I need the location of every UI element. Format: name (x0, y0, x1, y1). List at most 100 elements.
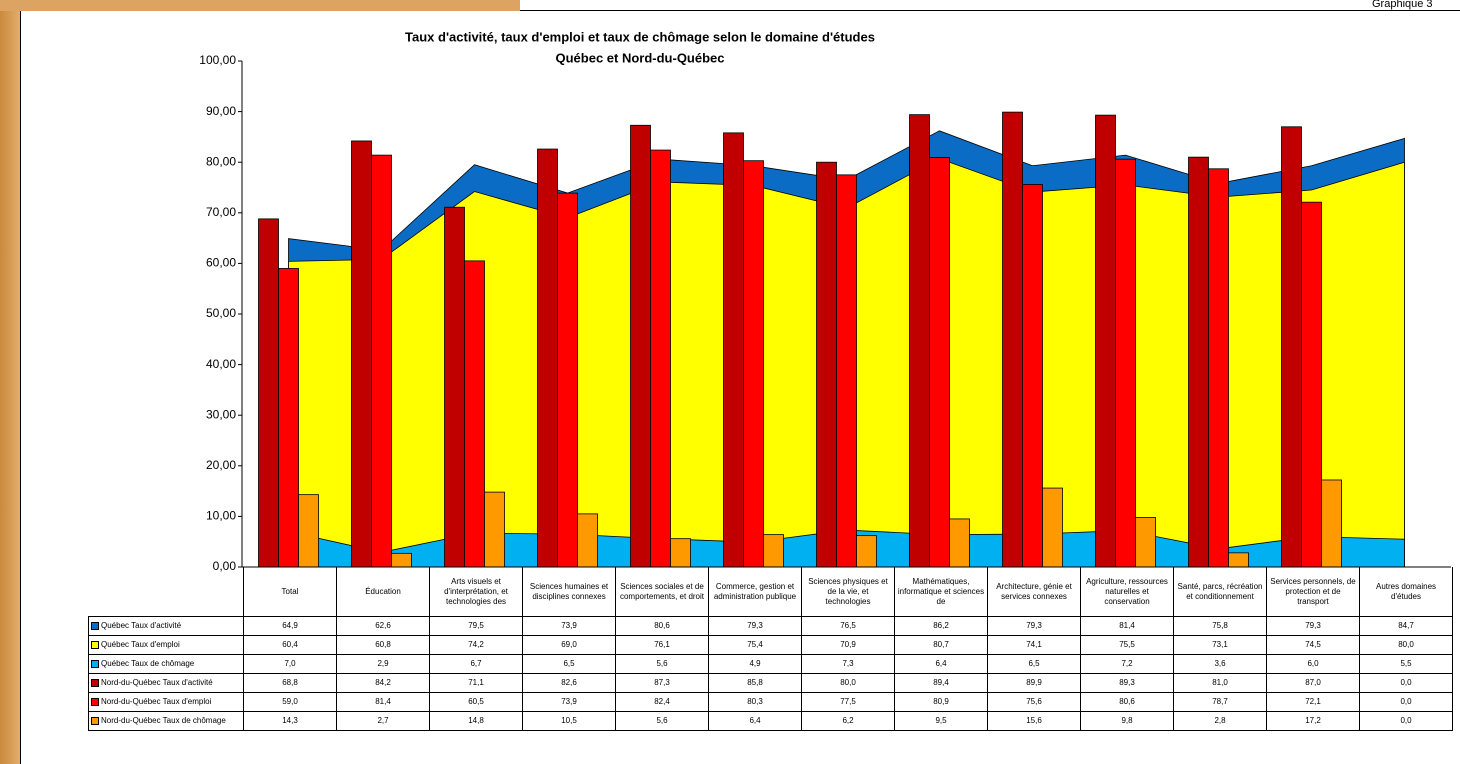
top-band (0, 0, 520, 11)
category-label: Éducation (336, 567, 430, 617)
legend-swatch (91, 621, 99, 630)
value-cell: 82,4 (615, 692, 709, 712)
bar (258, 218, 279, 568)
table-row: Nord-du-Québec Taux d'activité 68,8 84,2 71… (88, 673, 1453, 693)
value-cell: 14,8 (429, 711, 523, 731)
value-cell: 0,0 (1359, 711, 1453, 731)
legend-label: Québec Taux d'emploi (101, 640, 180, 649)
y-tick-label: 80,00 (206, 154, 236, 168)
bar (723, 132, 744, 568)
table-row: Nord-du-Québec Taux d'emploi 59,0 81,4 60,5… (88, 692, 1453, 712)
legend-label: Québec Taux de chômage (101, 659, 195, 668)
value-cell: 84,2 (336, 673, 430, 693)
value-cell: 5,5 (1359, 654, 1453, 674)
value-cell: 9,8 (1080, 711, 1174, 731)
bar (484, 491, 505, 568)
bar (1022, 184, 1043, 568)
value-cell: 75,4 (708, 635, 802, 655)
value-cell: 17,2 (1266, 711, 1360, 731)
bar (1281, 126, 1302, 568)
bar (1135, 517, 1156, 568)
value-cell: 7,0 (243, 654, 337, 674)
value-cell: 6,4 (708, 711, 802, 731)
value-cell: 80,6 (615, 616, 709, 636)
legend-cell: Nord-du-Québec Taux de chômage (88, 711, 244, 731)
value-cell: 80,7 (894, 635, 988, 655)
bar (1228, 552, 1249, 568)
bar (1188, 156, 1209, 568)
table-row: Québec Taux de chômage 7,0 2,9 6,7 6,5 5,6 4,9… (88, 654, 1453, 674)
value-cell: 84,7 (1359, 616, 1453, 636)
value-cell: 80,0 (1359, 635, 1453, 655)
value-cell: 7,3 (801, 654, 895, 674)
bar (630, 124, 651, 568)
bar (537, 148, 558, 568)
bar (371, 154, 392, 568)
value-cell: 82,6 (522, 673, 616, 693)
value-cell: 9,5 (894, 711, 988, 731)
bar (929, 157, 950, 568)
value-cell: 87,3 (615, 673, 709, 693)
bar (909, 114, 930, 568)
value-cell: 59,0 (243, 692, 337, 712)
legend-swatch (91, 678, 99, 687)
y-tick-label: 70,00 (206, 205, 236, 219)
bar (444, 206, 465, 568)
value-cell: 69,0 (522, 635, 616, 655)
value-cell: 81,4 (336, 692, 430, 712)
data-table: Total Éducation Arts visuels et d'interpré… (88, 567, 1453, 731)
value-cell: 0,0 (1359, 673, 1453, 693)
bar (836, 174, 857, 568)
value-cell: 79,3 (987, 616, 1081, 636)
bar (1321, 479, 1342, 568)
y-tick-label: 30,00 (206, 407, 236, 421)
value-cell: 6,4 (894, 654, 988, 674)
value-cell: 6,2 (801, 711, 895, 731)
bar (464, 260, 485, 568)
legend-cell: Nord-du-Québec Taux d'emploi (88, 692, 244, 712)
bar (1095, 114, 1116, 568)
bar (557, 192, 578, 568)
bar (278, 268, 299, 568)
value-cell: 0,0 (1359, 692, 1453, 712)
value-cell: 60,8 (336, 635, 430, 655)
side-band (0, 0, 20, 764)
value-cell: 89,9 (987, 673, 1081, 693)
value-cell: 74,2 (429, 635, 523, 655)
value-cell: 80,9 (894, 692, 988, 712)
category-label: Santé, parcs, récréation et conditionnem… (1173, 567, 1267, 617)
category-label: Commerce, gestion et administration publ… (708, 567, 802, 617)
value-cell: 87,0 (1266, 673, 1360, 693)
legend-label: Nord-du-Québec Taux de chômage (101, 716, 226, 725)
value-cell: 75,6 (987, 692, 1081, 712)
value-cell: 74,5 (1266, 635, 1360, 655)
value-cell: 2,9 (336, 654, 430, 674)
legend-cell: Québec Taux d'emploi (88, 635, 244, 655)
bar (1208, 168, 1229, 568)
value-cell: 6,7 (429, 654, 523, 674)
bar (949, 518, 970, 568)
legend-label: Québec Taux d'activité (101, 621, 182, 630)
value-cell: 80,0 (801, 673, 895, 693)
legend-label: Nord-du-Québec Taux d'activité (101, 678, 213, 687)
value-cell: 89,4 (894, 673, 988, 693)
value-cell: 15,6 (987, 711, 1081, 731)
value-cell: 60,5 (429, 692, 523, 712)
bar (1301, 201, 1322, 568)
y-tick-label: 10,00 (206, 509, 236, 523)
category-label: Sciences sociales et de comportements, e… (615, 567, 709, 617)
value-cell: 14,3 (243, 711, 337, 731)
bar (1042, 487, 1063, 568)
value-cell: 81,0 (1173, 673, 1267, 693)
y-tick-label: 0,00 (213, 559, 237, 573)
value-cell: 4,9 (708, 654, 802, 674)
y-tick-label: 20,00 (206, 458, 236, 472)
value-cell: 70,9 (801, 635, 895, 655)
table-row: Nord-du-Québec Taux de chômage 14,3 2,7 14,… (88, 711, 1453, 731)
y-tick-label: 50,00 (206, 306, 236, 320)
value-cell: 3,6 (1173, 654, 1267, 674)
value-cell: 71,1 (429, 673, 523, 693)
bar (670, 538, 691, 568)
